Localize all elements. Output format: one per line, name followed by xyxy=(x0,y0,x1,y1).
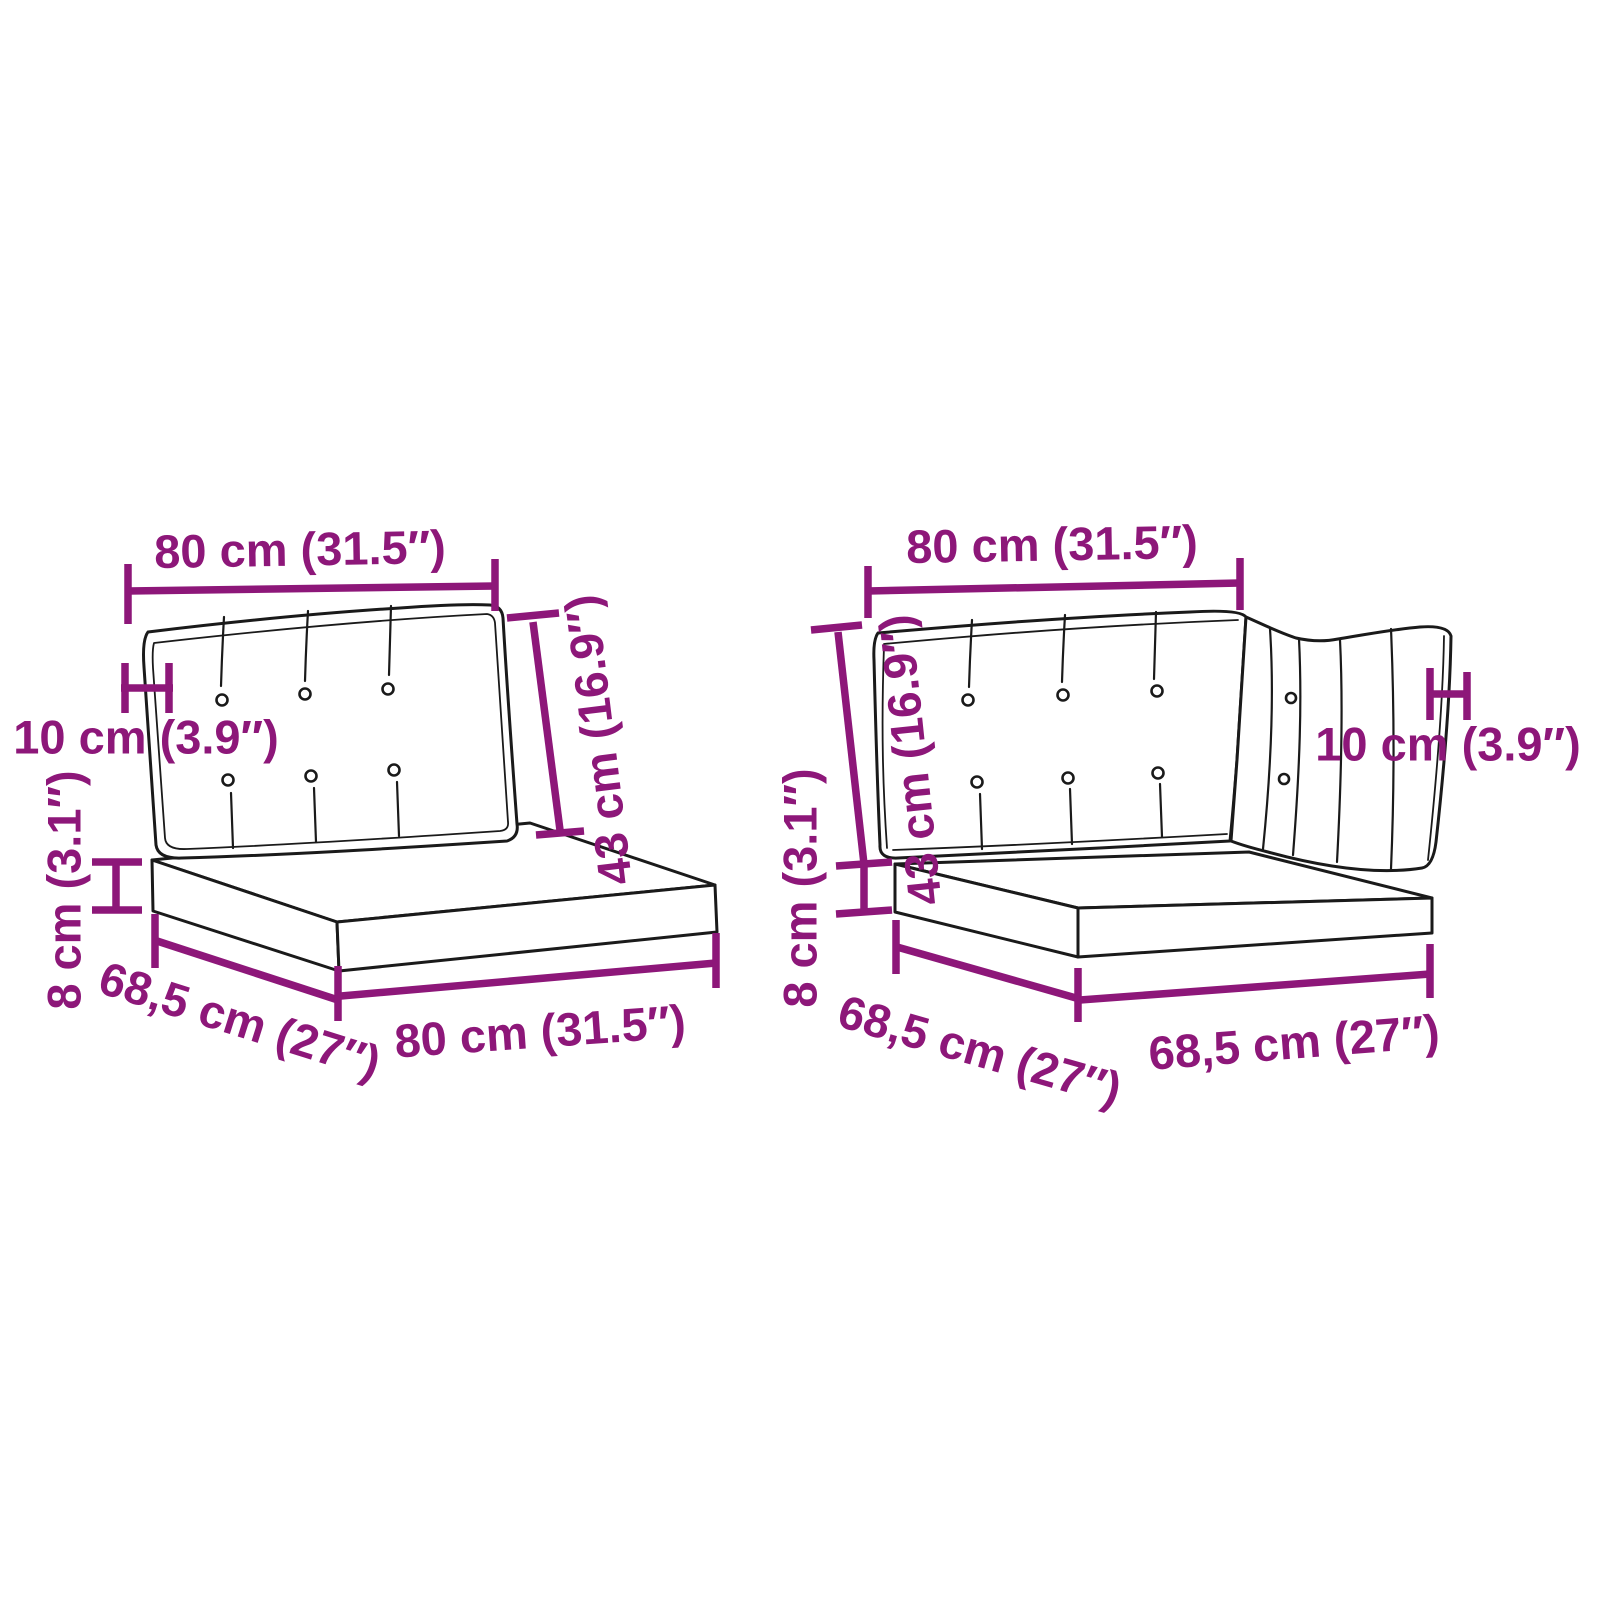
dim-tick xyxy=(506,609,560,622)
left-cushion-crease xyxy=(387,604,393,677)
dim-line xyxy=(834,631,868,865)
left-cushion-button xyxy=(381,682,395,696)
right-back-thickness-dim: 10 cm (3.9″) xyxy=(1315,668,1581,771)
dim-line xyxy=(895,943,1078,1002)
left-back-thickness-dim: 10 cm (3.9″) xyxy=(13,663,279,764)
right-unit: 80 cm (31.5″) 43 cm (16.9″) 8 cm (3.1″) … xyxy=(774,515,1581,1116)
left-cushion-button xyxy=(298,687,312,701)
right-side-button xyxy=(1277,772,1291,786)
right-back-width-dim: 80 cm (31.5″) xyxy=(864,515,1244,618)
right-back-crease xyxy=(1152,610,1158,681)
right-back-button xyxy=(1151,766,1165,780)
left-cushion-crease xyxy=(219,615,226,688)
dim-line xyxy=(155,937,340,1004)
right-side-fold xyxy=(1291,637,1302,857)
left-seat-thickness-label: 8 cm (3.1″) xyxy=(38,770,91,1009)
right-back-button xyxy=(1150,684,1164,698)
right-seat-depth-label: 68,5 cm (27″) xyxy=(833,984,1128,1115)
left-back-width-label: 80 cm (31.5″) xyxy=(154,520,447,578)
dim-tick xyxy=(535,827,585,839)
right-back-cushion-inner-line xyxy=(883,619,1239,645)
left-cushion-button xyxy=(215,693,229,707)
right-side-fold xyxy=(1335,638,1343,864)
dim-tick xyxy=(810,621,863,634)
left-unit: 80 cm (31.5″) 10 cm (3.9″) 43 cm (16.9″)… xyxy=(13,520,720,1089)
left-cushion-button xyxy=(221,773,235,787)
right-back-button xyxy=(961,693,975,707)
right-back-button xyxy=(970,775,984,789)
left-back-thickness-label: 10 cm (3.9″) xyxy=(13,711,278,764)
right-back-width-label: 80 cm (31.5″) xyxy=(906,515,1199,573)
right-back-button xyxy=(1056,688,1070,702)
left-back-width-dim: 80 cm (31.5″) xyxy=(124,520,499,624)
dim-line xyxy=(340,959,717,1000)
right-side-cushion xyxy=(1229,615,1453,873)
left-seat-front-face xyxy=(335,883,719,973)
dim-line xyxy=(867,579,1241,595)
left-cushion-crease xyxy=(303,609,310,683)
right-seat-cushion xyxy=(893,850,1434,959)
left-back-cushion-inner-line xyxy=(151,613,509,850)
right-back-thickness-label: 10 cm (3.9″) xyxy=(1315,718,1580,771)
right-back-cushion-inner-line xyxy=(892,833,1228,851)
left-seat-thickness-dim: 8 cm (3.1″) xyxy=(38,770,142,1010)
right-back-cushion-inner-line xyxy=(881,645,888,849)
right-side-cushion-inner-line xyxy=(1427,635,1445,861)
right-seat-thickness-label: 8 cm (3.1″) xyxy=(774,768,827,1007)
right-back-crease xyxy=(978,792,984,851)
right-side-button xyxy=(1284,691,1298,705)
left-back-cushion-outline xyxy=(142,603,519,860)
right-side-fold xyxy=(1261,627,1274,851)
right-seat-thickness-dim: 8 cm (3.1″) xyxy=(774,768,893,1008)
right-back-cushion xyxy=(872,609,1248,860)
left-cushion-crease xyxy=(229,791,235,850)
left-cushion-crease xyxy=(312,786,318,844)
left-cushion-button xyxy=(304,769,318,783)
right-back-crease xyxy=(1158,782,1164,839)
right-back-button xyxy=(1061,771,1075,785)
right-seat-width-label: 68,5 cm (27″) xyxy=(1147,1004,1442,1080)
left-seat-width-label: 80 cm (31.5″) xyxy=(393,994,688,1067)
right-back-crease xyxy=(967,618,974,689)
right-back-crease xyxy=(1060,613,1067,684)
left-cushion-button xyxy=(387,763,401,777)
right-back-crease xyxy=(1068,787,1074,846)
right-seat-front-face xyxy=(1076,896,1434,959)
right-seat-width-dim: 68,5 cm (27″) xyxy=(1079,944,1442,1080)
dim-line xyxy=(1079,970,1431,1004)
dim-line xyxy=(529,621,564,831)
left-back-cushion xyxy=(142,603,519,860)
dim-line xyxy=(127,582,496,595)
right-side-fold xyxy=(1389,627,1395,871)
left-cushion-crease xyxy=(395,780,401,838)
